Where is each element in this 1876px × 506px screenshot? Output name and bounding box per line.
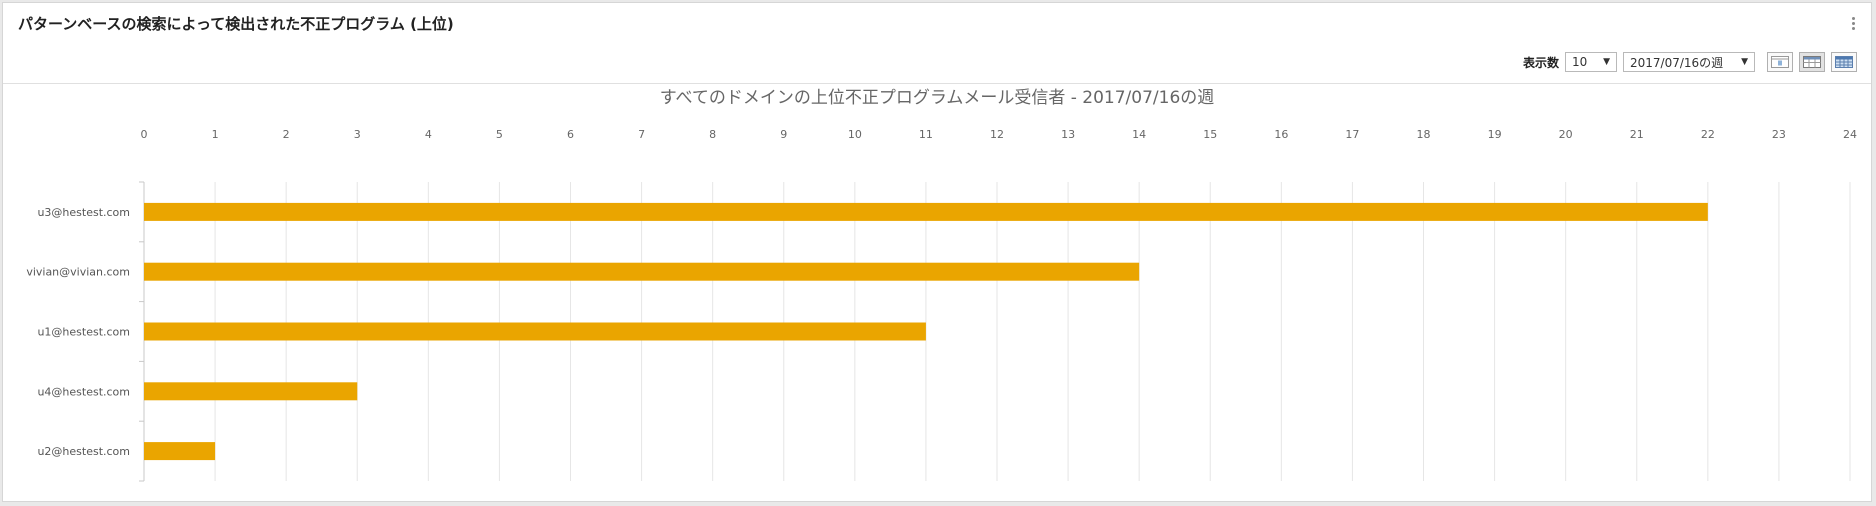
view-week-button[interactable] — [1799, 52, 1825, 72]
bar-chart: すべてのドメインの上位不正プログラムメール受信者 - 2017/07/16の週 0… — [26, 88, 1857, 482]
x-tick-label: 23 — [1772, 128, 1786, 141]
x-tick-label: 7 — [638, 128, 645, 141]
x-tick-label: 4 — [425, 128, 432, 141]
widget-title: パターンベースの検索によって検出された不正プログラム (上位) — [18, 15, 454, 33]
x-tick-label: 6 — [567, 128, 574, 141]
x-tick-label: 22 — [1701, 128, 1715, 141]
y-category-label: vivian@vivian.com — [26, 266, 130, 279]
x-tick-label: 12 — [990, 128, 1004, 141]
bar — [144, 202, 1708, 221]
view-month-button[interactable] — [1831, 52, 1857, 72]
x-tick-label: 13 — [1061, 128, 1075, 141]
calendar-month-icon — [1835, 56, 1853, 68]
y-category-label: u3@hestest.com — [37, 206, 130, 219]
y-category-label: u1@hestest.com — [37, 326, 130, 339]
calendar-week-icon — [1803, 56, 1821, 68]
x-tick-label: 16 — [1274, 128, 1288, 141]
y-category-label: u4@hestest.com — [37, 385, 130, 398]
chart-title: すべてのドメインの上位不正プログラムメール受信者 - 2017/07/16の週 — [660, 88, 1215, 108]
toolbar: 表示数 10 ▼ 2017/07/16の週 ▼ — [1523, 51, 1857, 73]
x-tick-label: 18 — [1417, 128, 1431, 141]
dropdown-arrow-icon: ▼ — [1741, 57, 1748, 67]
calendar-day-icon — [1771, 56, 1789, 68]
dropdown-arrow-icon: ▼ — [1603, 57, 1610, 67]
count-select[interactable]: 10 ▼ — [1565, 52, 1617, 72]
header-divider — [3, 83, 1871, 84]
bar — [144, 262, 1140, 281]
count-value: 10 — [1572, 55, 1588, 69]
x-tick-label: 9 — [780, 128, 787, 141]
x-tick-label: 1 — [212, 128, 219, 141]
x-tick-label: 15 — [1203, 128, 1217, 141]
bar — [144, 322, 926, 341]
x-tick-label: 19 — [1488, 128, 1502, 141]
x-tick-label: 8 — [709, 128, 716, 141]
count-label: 表示数 — [1522, 55, 1559, 70]
x-tick-label: 21 — [1630, 128, 1644, 141]
x-tick-label: 14 — [1132, 128, 1146, 141]
bar — [144, 442, 216, 461]
x-tick-label: 0 — [141, 128, 148, 141]
x-tick-label: 24 — [1843, 128, 1857, 141]
x-tick-label: 11 — [919, 128, 933, 141]
week-select[interactable]: 2017/07/16の週 ▼ — [1623, 52, 1755, 72]
x-tick-label: 2 — [283, 128, 290, 141]
y-category-label: u2@hestest.com — [37, 445, 130, 458]
week-value: 2017/07/16の週 — [1630, 55, 1724, 70]
x-tick-label: 20 — [1559, 128, 1573, 141]
x-tick-label: 3 — [354, 128, 361, 141]
kebab-menu-icon[interactable] — [1851, 17, 1857, 33]
view-day-button[interactable] — [1767, 52, 1793, 72]
bar — [144, 382, 358, 401]
x-tick-label: 5 — [496, 128, 503, 141]
x-tick-label: 17 — [1345, 128, 1359, 141]
x-tick-label: 10 — [848, 128, 862, 141]
